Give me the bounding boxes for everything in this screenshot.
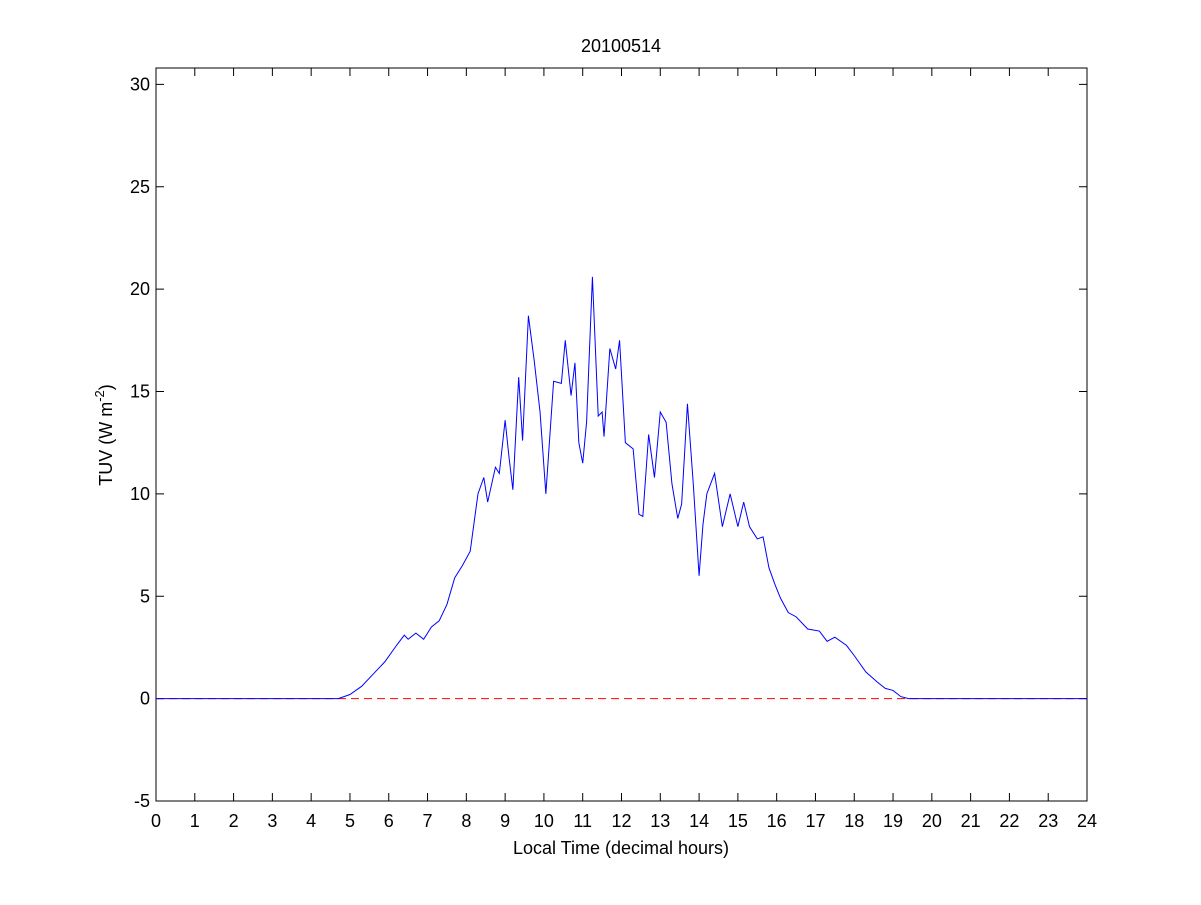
- x-tick-label: 0: [151, 811, 161, 831]
- x-tick-label: 9: [500, 811, 510, 831]
- y-tick-label: 15: [130, 382, 150, 402]
- x-tick-label: 15: [728, 811, 748, 831]
- y-axis-label: TUV (W m-2): [92, 384, 116, 486]
- x-tick-label: 4: [306, 811, 316, 831]
- x-tick-label: 3: [267, 811, 277, 831]
- x-tick-label: 8: [461, 811, 471, 831]
- x-tick-label: 11: [573, 811, 592, 831]
- x-tick-label: 1: [190, 811, 200, 831]
- y-tick-label: 10: [130, 484, 150, 504]
- x-tick-label: 16: [767, 811, 787, 831]
- x-tick-label: 22: [999, 811, 1019, 831]
- chart-title: 20100514: [581, 36, 661, 56]
- x-tick-label: 7: [423, 811, 433, 831]
- x-tick-label: 17: [805, 811, 825, 831]
- data-line: [156, 276, 1087, 700]
- x-tick-label: 20: [922, 811, 942, 831]
- x-tick-label: 14: [689, 811, 709, 831]
- y-tick-label: 20: [130, 279, 150, 299]
- x-tick-label: 18: [844, 811, 864, 831]
- x-tick-label: 24: [1077, 811, 1097, 831]
- x-tick-label: 2: [229, 811, 239, 831]
- plot-frame: [155, 67, 1088, 802]
- x-axis-label: Local Time (decimal hours): [513, 838, 729, 858]
- y-tick-label: 25: [130, 177, 150, 197]
- y-label-exponent: -2: [92, 390, 107, 402]
- x-tick-label: 12: [611, 811, 631, 831]
- x-tick-label: 10: [534, 811, 554, 831]
- x-tick-label: 6: [384, 811, 394, 831]
- x-tick-label: 23: [1038, 811, 1058, 831]
- y-tick-label: 5: [140, 586, 150, 606]
- y-label-text: TUV (W m: [96, 402, 116, 486]
- y-tick-label: -5: [134, 791, 150, 811]
- x-tick-label: 21: [961, 811, 981, 831]
- y-tick-label: 0: [140, 689, 150, 709]
- x-tick-label: 19: [883, 811, 903, 831]
- y-tick-label: 30: [130, 74, 150, 94]
- x-tick-label: 13: [650, 811, 670, 831]
- y-label-end: ): [96, 384, 116, 390]
- x-tick-label: 5: [345, 811, 355, 831]
